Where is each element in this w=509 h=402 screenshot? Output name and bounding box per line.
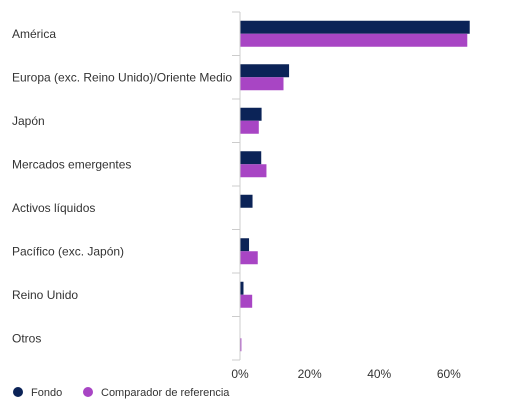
comparador-bar bbox=[240, 338, 242, 352]
comparador-bar bbox=[240, 33, 468, 47]
fondo-bar bbox=[240, 194, 253, 208]
comparador-bar bbox=[240, 164, 267, 178]
comparador-legend-label: Comparador de referencia bbox=[101, 387, 230, 399]
category-label: Mercados emergentes bbox=[12, 157, 131, 171]
category-label: América bbox=[12, 27, 56, 41]
x-tick-label: 20% bbox=[298, 367, 322, 381]
x-tick-label: 60% bbox=[437, 367, 461, 381]
category-label: Europa (exc. Reino Unido)/Oriente Medio bbox=[12, 70, 232, 84]
category-label: Reino Unido bbox=[12, 288, 78, 302]
category-separators bbox=[232, 11, 240, 361]
category-label: Japón bbox=[12, 114, 45, 128]
comparador-bar bbox=[240, 251, 258, 265]
fondo-bar bbox=[240, 151, 262, 165]
comparador-bar bbox=[240, 77, 284, 91]
category-label: Pacífico (exc. Japón) bbox=[12, 244, 124, 258]
fondo-bar bbox=[240, 107, 262, 121]
fondo-bar bbox=[240, 64, 290, 78]
fondo-legend-swatch bbox=[13, 387, 23, 397]
x-axis-ticks: 0% 20% 40% 60% bbox=[231, 367, 461, 381]
x-tick-label: 0% bbox=[231, 367, 249, 381]
bars bbox=[240, 20, 470, 352]
comparador-bar bbox=[240, 120, 259, 134]
x-tick-label: 40% bbox=[367, 367, 391, 381]
fondo-legend-label: Fondo bbox=[31, 387, 62, 399]
category-label: Otros bbox=[12, 331, 41, 345]
fondo-bar bbox=[240, 281, 244, 295]
comparador-legend-swatch bbox=[83, 387, 93, 397]
category-label: Activos líquidos bbox=[12, 201, 95, 215]
fondo-bar bbox=[240, 20, 470, 34]
category-labels: América Europa (exc. Reino Unido)/Oriente… bbox=[12, 27, 232, 346]
comparador-bar bbox=[240, 294, 253, 308]
legend: Fondo Comparador de referencia bbox=[13, 387, 230, 399]
fondo-bar bbox=[240, 238, 250, 252]
